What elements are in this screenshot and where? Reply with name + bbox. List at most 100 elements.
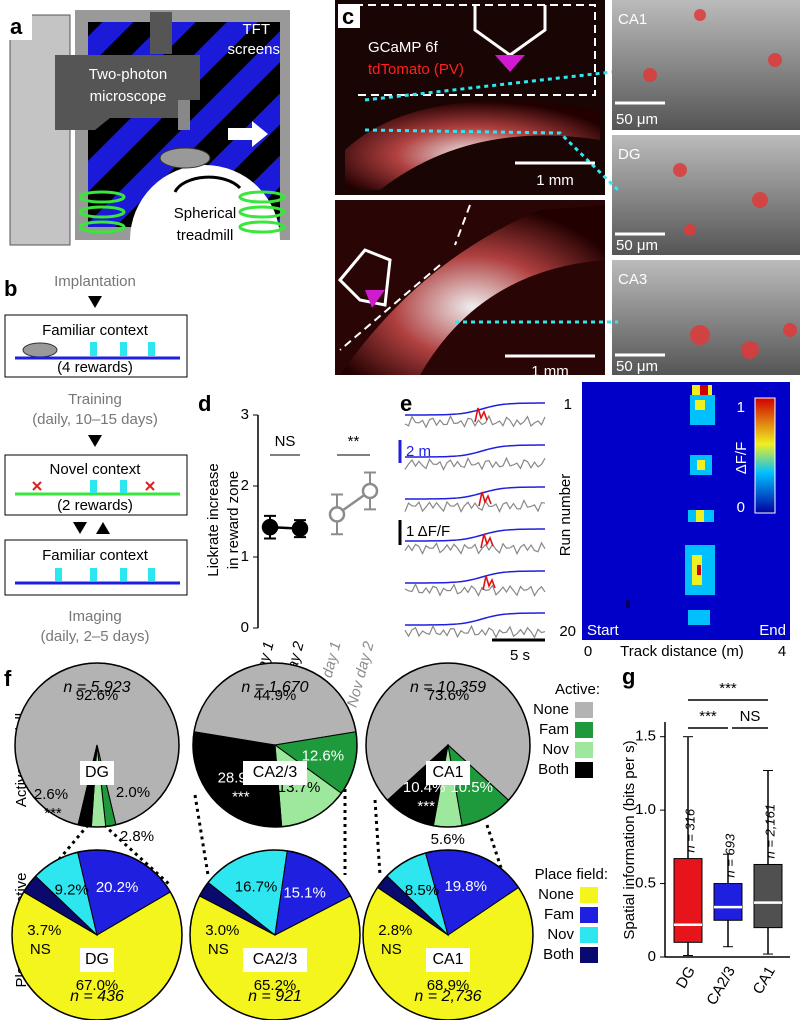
- event: [478, 491, 492, 507]
- panel-b: b Implantation Familiar context (4 rewar…: [4, 273, 188, 645]
- y-tick-label: 0: [648, 948, 656, 965]
- mean-point: [361, 482, 379, 500]
- treadmill-ball: [130, 165, 280, 240]
- mouse: [159, 147, 211, 169]
- x-tick-label: CA2/3: [703, 963, 739, 1008]
- legend-swatch: [580, 947, 598, 963]
- dff-trace: [404, 414, 546, 429]
- center-box: [243, 761, 307, 785]
- position-trace: [404, 528, 546, 542]
- n-label: n = 921: [248, 988, 302, 1005]
- panel-label: c: [342, 4, 354, 29]
- x-tick-label: Nov day 2: [344, 639, 378, 709]
- panel-label: e: [400, 391, 412, 416]
- scale-label: 50 μm: [616, 111, 658, 128]
- colorbar: [754, 397, 776, 514]
- legend-swatch: [575, 722, 593, 738]
- y-label: Lickrate increase: [205, 463, 222, 576]
- scale-label: 1 mm: [536, 172, 574, 189]
- n-label: n = 2,736: [414, 988, 481, 1005]
- y-tick-label: 0: [241, 619, 249, 636]
- value-label: 73.6%: [427, 687, 470, 704]
- mean-point: [291, 520, 309, 537]
- colorbar-tick: 1: [737, 399, 745, 416]
- y-label: in reward zone: [225, 471, 242, 569]
- context-note: (4 rewards): [57, 359, 133, 376]
- y-tick-label: 0.5: [635, 875, 656, 892]
- position-trace: [404, 444, 546, 458]
- value-label: 2.0%: [116, 784, 150, 801]
- microscope-label: Two-photon: [89, 66, 167, 83]
- y-label: Run number: [557, 474, 574, 557]
- y-tick-label: 1: [241, 548, 249, 565]
- step: (daily, 2–5 days): [41, 628, 150, 645]
- n-label: n = 436: [70, 988, 124, 1005]
- scale-label: 1 mm: [531, 363, 569, 380]
- legend-label: Both: [538, 761, 569, 778]
- center-box: [426, 761, 470, 785]
- significance: ***: [44, 805, 62, 822]
- legend-label: Nov: [547, 926, 574, 943]
- significance: ***: [417, 798, 435, 815]
- step: Training: [68, 391, 122, 408]
- arrow: [73, 522, 87, 534]
- center-box: [426, 948, 470, 972]
- center-box: [80, 948, 114, 972]
- panel-label: d: [198, 391, 211, 416]
- n-label: n = 2,161: [762, 804, 777, 859]
- value-label: 2.8%: [378, 922, 412, 939]
- legend-label: None: [538, 886, 574, 903]
- pv-cells: [643, 9, 797, 359]
- x-tick: 4: [778, 643, 786, 660]
- center-box: [80, 761, 114, 785]
- arrow: [88, 435, 102, 447]
- label-box: [338, 4, 360, 28]
- zoom-lines: [364, 70, 620, 324]
- mean-point: [328, 506, 346, 523]
- image: [612, 0, 800, 130]
- x-label: Track distance (m): [620, 643, 744, 660]
- pie-outline: [11, 849, 183, 1020]
- y-tick-label: 1.0: [635, 801, 656, 818]
- dff-trace: [404, 498, 546, 513]
- y-label: Spatial information (bits per s): [621, 740, 638, 939]
- dashed-line: [339, 204, 471, 351]
- legend-swatch: [575, 702, 593, 718]
- box: [673, 858, 703, 943]
- start-label: Start: [587, 622, 620, 639]
- speakers: [78, 190, 286, 234]
- heatmap-cells: [626, 385, 715, 625]
- legend-swatch: [575, 742, 593, 758]
- box: [753, 863, 783, 929]
- position-trace: [404, 486, 546, 500]
- value-label: 12.6%: [302, 747, 345, 764]
- legend-label: Both: [543, 946, 574, 963]
- value-label: 2.8%: [120, 828, 154, 845]
- mean-point: [261, 518, 279, 536]
- pie-title: CA2/3: [253, 764, 298, 781]
- legend-swatch: [580, 907, 598, 923]
- value-label: 20.2%: [96, 879, 139, 896]
- pie-outline: [362, 849, 534, 1020]
- context-title: Familiar context: [42, 322, 149, 339]
- rewards: [90, 342, 155, 356]
- connector: [33, 775, 507, 889]
- scale-label: 50 μm: [616, 358, 658, 375]
- pie-title: DG: [85, 951, 109, 968]
- legend-title: Place field:: [535, 866, 608, 883]
- pie-outline: [192, 662, 358, 828]
- marker: tdTomato (PV): [368, 61, 464, 78]
- event: [482, 575, 496, 591]
- significance: **: [348, 433, 360, 450]
- scale-bar: [505, 101, 665, 358]
- significance: NS: [275, 433, 296, 450]
- panel-label: f: [4, 666, 12, 691]
- no-reward: [32, 481, 155, 491]
- label-box: [4, 14, 32, 40]
- legend-label: Fam: [544, 906, 574, 923]
- legend-swatch: [580, 927, 598, 943]
- value-label: 15.1%: [283, 884, 326, 901]
- end-label: End: [759, 622, 786, 639]
- value-label: 44.9%: [254, 687, 297, 704]
- legend-swatch: [580, 887, 598, 903]
